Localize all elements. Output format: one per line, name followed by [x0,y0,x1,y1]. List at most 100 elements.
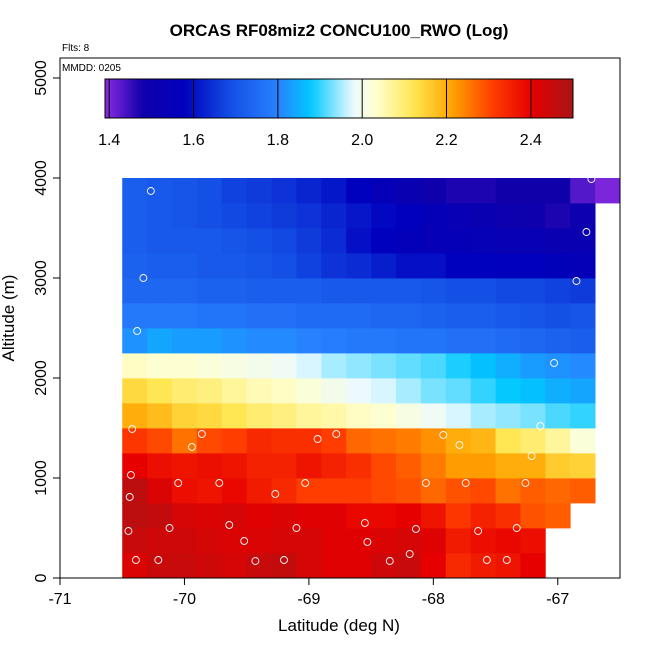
heatmap-cell [396,403,422,429]
heatmap-cell [172,478,198,504]
observation-point [154,556,163,564]
observation-point [225,521,234,529]
heatmap-cell [221,278,248,304]
heatmap-cell [495,528,521,554]
heatmap-cell [520,328,546,354]
observation-point [582,228,591,236]
heatmap-cell [196,253,223,279]
heatmap-cell [196,378,223,404]
x-tick-label: -69 [297,591,320,608]
heatmap-cell [122,378,148,404]
heatmap-cell [296,328,322,354]
heatmap-cell [346,428,372,454]
heatmap-cell [346,353,372,379]
x-tick-label: -70 [173,591,196,608]
heatmap-cell [420,403,447,429]
colorbar-tick-label: 2.0 [351,132,373,149]
heatmap-cell [371,178,397,204]
observation-point [536,422,545,430]
heatmap-cell [147,178,173,204]
heatmap-cell [321,428,347,454]
y-tick-label: 1000 [33,460,50,496]
heatmap-cell [321,378,347,404]
heatmap-cell [221,553,248,578]
heatmap-cell [271,528,297,554]
heatmap-cell [172,303,198,329]
heatmap-cell [371,228,397,254]
heatmap-cell [470,228,496,254]
heatmap-cell [445,428,472,454]
heatmap-cell [470,453,496,479]
heatmap-cell [122,403,148,429]
heatmap-cell [346,303,372,329]
heatmap-cell [271,403,297,429]
heatmap-cell [420,253,447,279]
heatmap-cell [246,528,272,554]
heatmap-cell [172,403,198,429]
observation-point [439,431,448,439]
heatmap-cell [296,228,322,254]
heatmap-cell [346,528,372,554]
heatmap-cell [495,278,521,304]
heatmap-cell [495,228,521,254]
observation-point [165,524,174,532]
heatmap-cell [246,178,272,204]
heatmap-cell [495,478,521,504]
heatmap-cell [147,328,173,354]
observation-point [405,550,414,558]
heatmap-cell [346,278,372,304]
heatmap-cell [520,553,546,578]
heatmap-cell [296,278,322,304]
heatmap-cell [321,303,347,329]
heatmap-cell [296,178,322,204]
heatmap-cell [221,203,248,229]
heatmap-cell [246,378,272,404]
heatmap-cell [321,453,347,479]
heatmap-cell [520,203,546,229]
observation-point [360,519,369,527]
heatmap-cell [420,528,447,554]
heatmap-cell [147,528,173,554]
heatmap-cell [172,353,198,379]
heatmap-cell [271,553,297,578]
observation-point [301,479,310,487]
heatmap-cell [346,228,372,254]
heatmap-cell [147,303,173,329]
heatmap-cell [470,378,496,404]
heatmap-cell [371,378,397,404]
heatmap-cell [271,453,297,479]
heatmap-cell [420,228,447,254]
heatmap-cell [196,403,223,429]
observation-point [474,527,483,535]
heatmap-cell [221,228,248,254]
heatmap-cell [545,353,571,379]
chart-title: ORCAS RF08miz2 CONCU100_RWO (Log) [170,21,509,40]
heatmap-cell [420,328,447,354]
observation-point [174,479,183,487]
heatmap-cell [321,503,347,529]
heatmap-cell [396,378,422,404]
heatmap-cell [396,553,422,578]
heatmap-cell [396,228,422,254]
heatmap-cell [172,428,198,454]
heatmap-cell [172,203,198,229]
heatmap-cell [246,403,272,429]
heatmap-cell [420,378,447,404]
heatmap-cell [545,253,571,279]
observation-point [215,479,224,487]
heatmap-cell [296,503,322,529]
heatmap-cell [371,253,397,279]
heatmap-cell [396,428,422,454]
heatmap-cell [221,453,248,479]
heatmap-cell [271,303,297,329]
heatmap-cell [221,478,248,504]
heatmap-cell [545,228,571,254]
observation-point [128,425,137,433]
heatmap-cell [246,428,272,454]
observation-point [385,557,394,565]
heatmap-cell [371,553,397,578]
heatmap-cell [346,203,372,229]
heatmap-cell [296,478,322,504]
heatmap-cell [246,503,272,529]
